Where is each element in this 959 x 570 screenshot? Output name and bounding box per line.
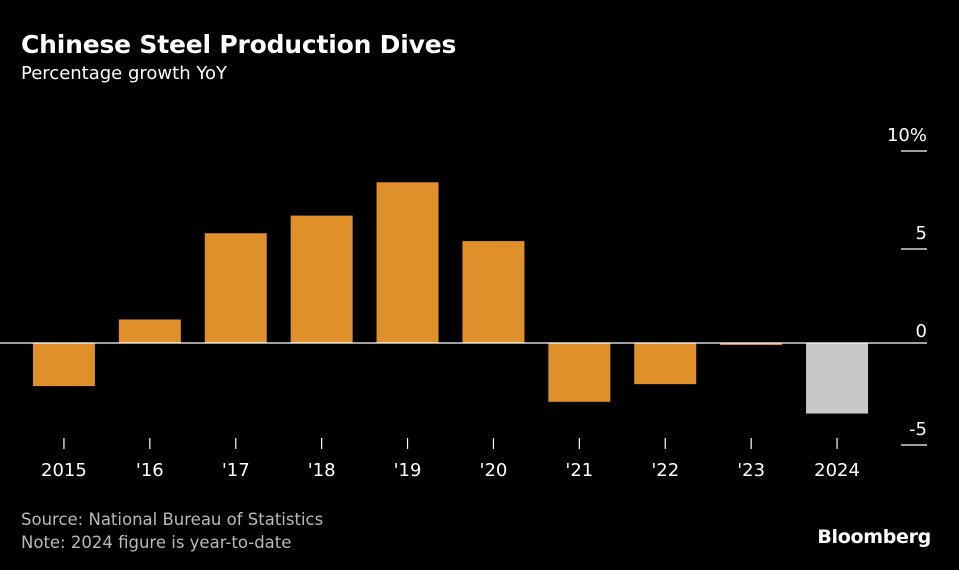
- y-tick-label: 10%: [887, 125, 927, 146]
- bar-20: [462, 241, 525, 343]
- x-tick-label: '20: [480, 460, 508, 481]
- y-tick-label: 0: [916, 321, 927, 342]
- bar-21: [548, 343, 611, 402]
- x-tick-label: '16: [136, 460, 164, 481]
- bar-2024: [806, 343, 869, 414]
- x-tick-label: '23: [737, 460, 765, 481]
- bar-chart: 10% 5 0 -5 2015 '16 '17 '18 '19 '20 '21 '22 '23 2024: [0, 125, 927, 481]
- chart-subtitle: Percentage growth YoY: [21, 63, 227, 84]
- x-tick-label: '19: [394, 460, 422, 481]
- bar-23: [720, 343, 783, 345]
- bar-22: [634, 343, 697, 385]
- chart-footer: Source: National Bureau of Statistics No…: [21, 508, 323, 554]
- bar-16: [118, 319, 181, 343]
- x-tick-label: '17: [222, 460, 250, 481]
- x-tick-label: 2024: [814, 460, 860, 481]
- footnote: Note: 2024 figure is year-to-date: [21, 533, 292, 552]
- y-tick-label: 5: [916, 223, 927, 244]
- bloomberg-logo: Bloomberg: [817, 526, 931, 548]
- y-tick-label: -5: [909, 419, 927, 440]
- bar-18: [290, 215, 353, 343]
- x-tick-label: '22: [651, 460, 679, 481]
- bar-2015: [32, 343, 95, 387]
- bar-17: [204, 233, 267, 343]
- x-tick-label: '21: [565, 460, 593, 481]
- chart-title: Chinese Steel Production Dives: [21, 30, 457, 59]
- source-note: Source: National Bureau of Statistics: [21, 510, 324, 529]
- x-tick-label: 2015: [41, 460, 87, 481]
- x-tick-label: '18: [308, 460, 336, 481]
- bar-19: [376, 182, 439, 343]
